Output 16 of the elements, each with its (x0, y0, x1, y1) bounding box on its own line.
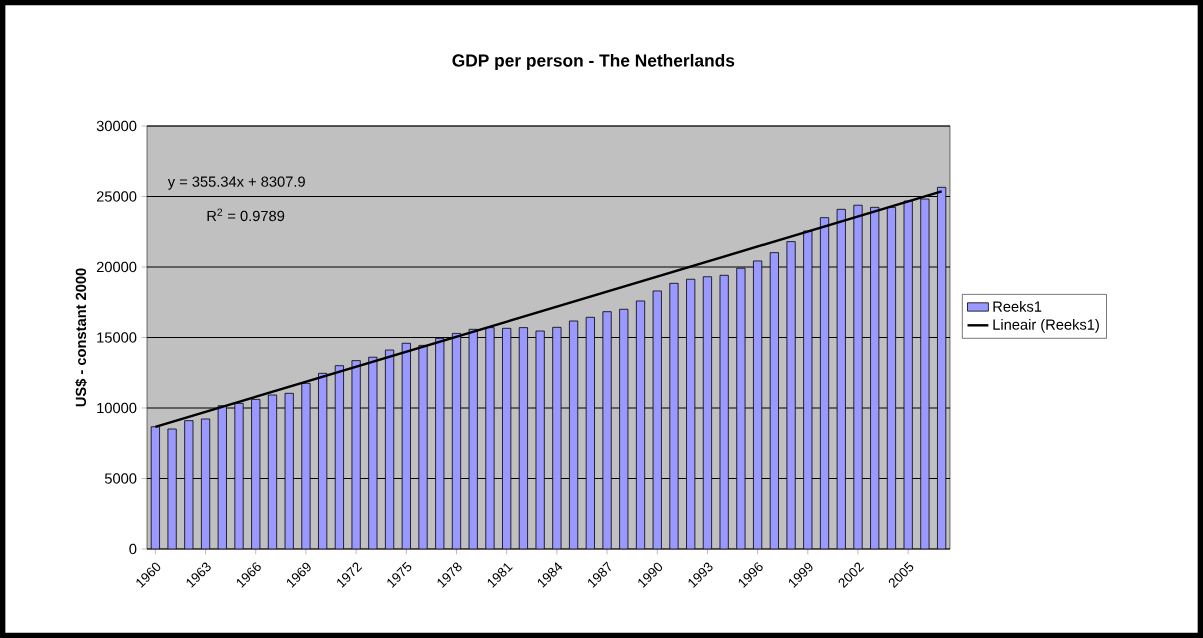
legend-label: Reeks1 (993, 301, 1042, 312)
chart-title: GDP per person - The Netherlands (452, 53, 735, 71)
bar (234, 402, 244, 549)
legend-label: Lineair (Reeks1) (993, 319, 1099, 333)
y-axis-title: US$ - constant 2000 (75, 268, 88, 407)
y-tick-label: 10000 (97, 402, 137, 414)
annotation: R$^{2}$ = 0.9789 (207, 208, 285, 222)
y-tick-label: 30000 (96, 120, 137, 132)
y-tick-label: 0 (129, 543, 137, 555)
y-tick-label: 20000 (96, 261, 137, 273)
y-tick-label: 25000 (96, 191, 137, 202)
bar (669, 282, 679, 549)
y-tick-label: 5000 (104, 473, 137, 484)
bar (853, 204, 863, 549)
y-tick-label: 15000 (97, 332, 137, 343)
annotation: y = 355.34x + 8307.9 (167, 176, 305, 190)
